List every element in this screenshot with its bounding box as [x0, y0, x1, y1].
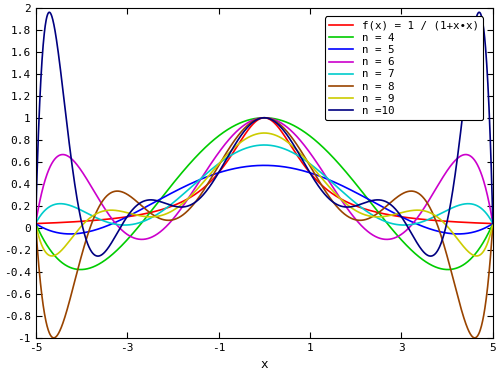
Line: f(x) = 1 / (1+x•x): f(x) = 1 / (1+x•x)	[36, 118, 493, 224]
n = 7	[243, 146, 249, 150]
n = 8	[261, 116, 267, 120]
Line: n = 8: n = 8	[36, 118, 493, 338]
n = 7	[32, 221, 38, 226]
n = 9	[477, 253, 483, 257]
n = 4	[56, 258, 62, 262]
n = 8	[477, 329, 483, 333]
Line: n = 4: n = 4	[36, 118, 493, 270]
f(x) = 1 / (1+x•x)	[393, 214, 399, 218]
Line: n = 9: n = 9	[36, 133, 493, 256]
n = 9	[262, 131, 268, 135]
n = 4	[78, 267, 84, 272]
f(x) = 1 / (1+x•x)	[490, 221, 496, 226]
n =10	[255, 117, 261, 122]
n = 6	[32, 221, 38, 226]
Line: n = 7: n = 7	[36, 145, 493, 225]
n = 5	[243, 164, 249, 169]
n = 5	[477, 228, 483, 232]
n = 6	[56, 153, 62, 158]
n = 8	[393, 196, 399, 200]
n = 6	[477, 168, 483, 173]
n =10	[477, 10, 483, 15]
n = 7	[56, 201, 62, 206]
n = 8	[32, 221, 38, 226]
n = 5	[56, 231, 62, 235]
n = 9	[49, 254, 55, 258]
n = 5	[32, 221, 38, 226]
n = 4	[477, 246, 483, 250]
n =10	[243, 127, 249, 132]
n = 7	[477, 205, 483, 210]
n = 9	[243, 136, 249, 141]
n =10	[490, 221, 496, 226]
n = 7	[262, 143, 268, 147]
n = 8	[56, 330, 62, 335]
Line: n = 6: n = 6	[36, 118, 493, 239]
f(x) = 1 / (1+x•x)	[477, 221, 483, 225]
f(x) = 1 / (1+x•x)	[255, 118, 261, 122]
n = 5	[261, 163, 267, 168]
n = 9	[32, 221, 38, 226]
n = 6	[261, 116, 267, 120]
n = 7	[122, 223, 128, 227]
X-axis label: x: x	[260, 358, 268, 371]
n =10	[392, 207, 398, 212]
n = 4	[477, 245, 483, 250]
n =10	[476, 10, 482, 15]
n = 4	[243, 118, 249, 123]
f(x) = 1 / (1+x•x)	[476, 221, 482, 225]
n = 4	[255, 116, 261, 120]
f(x) = 1 / (1+x•x)	[261, 116, 267, 120]
n = 8	[255, 117, 261, 121]
Line: n =10: n =10	[36, 12, 493, 256]
f(x) = 1 / (1+x•x)	[32, 221, 38, 226]
n = 5	[393, 212, 399, 216]
n = 7	[477, 205, 483, 210]
n =10	[477, 10, 483, 15]
n = 8	[472, 336, 478, 340]
n = 4	[393, 232, 399, 236]
n = 7	[393, 222, 399, 226]
Line: n = 5: n = 5	[36, 165, 493, 234]
n = 9	[477, 253, 483, 257]
f(x) = 1 / (1+x•x)	[243, 131, 249, 135]
n =10	[428, 254, 434, 258]
n = 6	[243, 122, 249, 126]
n = 6	[477, 168, 483, 172]
n =10	[32, 221, 38, 226]
n = 6	[255, 116, 261, 121]
n = 6	[490, 221, 496, 226]
n = 5	[255, 163, 261, 168]
n = 5	[490, 221, 496, 226]
n =10	[56, 56, 62, 60]
n = 8	[243, 124, 249, 129]
f(x) = 1 / (1+x•x)	[56, 220, 62, 225]
n = 8	[490, 221, 496, 226]
n = 6	[384, 237, 390, 242]
n = 4	[490, 221, 496, 226]
n = 7	[490, 221, 496, 226]
n = 7	[255, 143, 261, 148]
n = 9	[490, 221, 496, 226]
n = 6	[393, 235, 399, 240]
n = 4	[32, 221, 38, 226]
n = 5	[67, 232, 73, 236]
n = 5	[477, 228, 483, 232]
n = 4	[261, 116, 267, 120]
n = 9	[255, 131, 261, 136]
Legend: f(x) = 1 / (1+x•x), n = 4, n = 5, n = 6, n = 7, n = 8, n = 9, n =10: f(x) = 1 / (1+x•x), n = 4, n = 5, n = 6,…	[324, 16, 483, 120]
n = 9	[56, 250, 62, 255]
n = 9	[393, 212, 399, 216]
n = 8	[477, 328, 483, 333]
